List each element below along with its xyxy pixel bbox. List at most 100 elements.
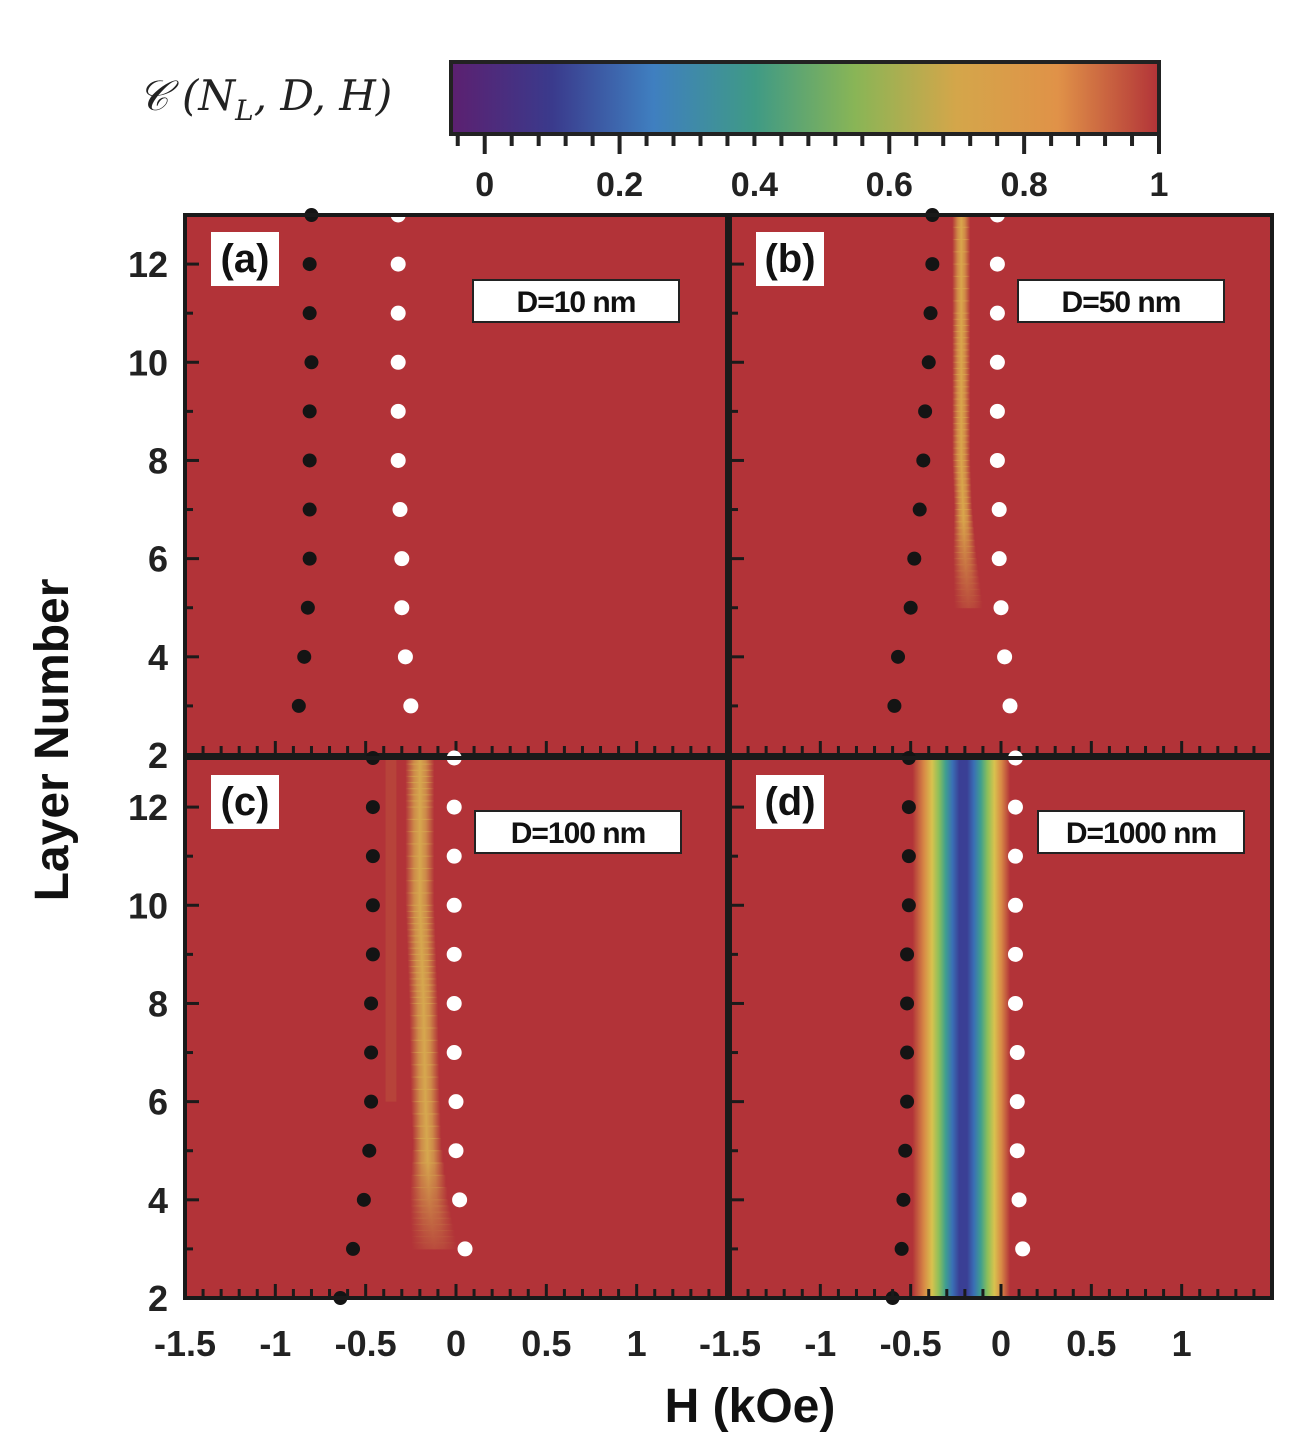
black-point bbox=[302, 404, 317, 419]
d-annotation-box bbox=[472, 279, 680, 323]
black-point bbox=[912, 502, 927, 517]
y-tick-label: 8 bbox=[148, 440, 168, 481]
white-point bbox=[446, 995, 462, 1011]
x-tick-label: -0.5 bbox=[880, 1323, 942, 1364]
d-annotation: D=100 nm bbox=[511, 817, 646, 850]
panel-c: (c) D=100 nm bbox=[183, 750, 729, 1305]
white-point bbox=[989, 403, 1005, 419]
x-tick-label: 1 bbox=[627, 1323, 647, 1364]
colorbar-tick-label: 0.2 bbox=[596, 166, 643, 204]
black-point bbox=[907, 551, 922, 566]
black-point bbox=[365, 898, 380, 913]
white-point bbox=[997, 649, 1013, 665]
white-point bbox=[989, 305, 1005, 321]
panel-label-box bbox=[756, 232, 824, 286]
white-point bbox=[446, 946, 462, 962]
x-tick-label: -1.5 bbox=[154, 1323, 216, 1364]
d-annotation: D=50 nm bbox=[1062, 286, 1181, 319]
black-point bbox=[894, 1241, 909, 1256]
panel-b: (b) D=50 nm bbox=[728, 207, 1274, 757]
white-point bbox=[397, 649, 413, 665]
heatmap-band bbox=[952, 215, 983, 609]
white-point bbox=[403, 698, 419, 714]
black-point bbox=[304, 355, 319, 370]
black-point bbox=[302, 257, 317, 272]
d-annotation-box bbox=[1017, 279, 1225, 323]
black-point bbox=[900, 947, 915, 962]
white-point bbox=[452, 1192, 468, 1208]
white-point bbox=[390, 452, 406, 468]
white-point bbox=[1015, 1241, 1031, 1257]
panel-a: (a) D=10 nm bbox=[183, 207, 729, 757]
x-tick-label: -1 bbox=[804, 1323, 836, 1364]
panel-label: (d) bbox=[764, 780, 815, 824]
x-tick-label: -0.5 bbox=[335, 1323, 397, 1364]
white-point bbox=[989, 354, 1005, 370]
white-point bbox=[446, 799, 462, 815]
colorbar-title: 𝒞 (NL, D, H) bbox=[138, 71, 392, 127]
black-point bbox=[365, 800, 380, 815]
panel-label: (b) bbox=[764, 237, 815, 281]
white-point bbox=[1007, 848, 1023, 864]
x-tick-label: -1.5 bbox=[699, 1323, 761, 1364]
white-point bbox=[457, 1241, 473, 1257]
black-point bbox=[302, 453, 317, 468]
black-point bbox=[916, 453, 931, 468]
y-tick-label: 12 bbox=[128, 787, 168, 828]
black-point bbox=[901, 800, 916, 815]
panel-label-box bbox=[756, 775, 824, 829]
y-tick-label: 10 bbox=[128, 885, 168, 926]
panel-label-box bbox=[211, 232, 279, 286]
black-point bbox=[356, 1192, 371, 1207]
y-tick-label: 2 bbox=[148, 735, 168, 776]
x-tick-label: -1 bbox=[259, 1323, 291, 1364]
black-point bbox=[923, 306, 938, 321]
black-point bbox=[362, 1143, 377, 1158]
white-point bbox=[1007, 995, 1023, 1011]
black-point bbox=[901, 849, 916, 864]
x-tick-label: 0 bbox=[991, 1323, 1011, 1364]
black-point bbox=[302, 551, 317, 566]
x-tick-label: 1 bbox=[1172, 1323, 1192, 1364]
black-point bbox=[921, 355, 936, 370]
black-point bbox=[291, 698, 306, 713]
white-point bbox=[446, 897, 462, 913]
colorbar-gradient bbox=[449, 60, 1161, 136]
heatmap-band bbox=[385, 758, 458, 1250]
colorbar-tick-labels: 0 0.2 0.4 0.6 0.8 1 bbox=[475, 166, 1168, 204]
d-annotation: D=1000 nm bbox=[1066, 817, 1216, 850]
x-axis-title: H (kOe) bbox=[665, 1380, 836, 1433]
white-point bbox=[1011, 1192, 1027, 1208]
white-point bbox=[392, 502, 408, 518]
black-point bbox=[891, 649, 906, 664]
black-point bbox=[364, 1094, 379, 1109]
panel-label: (c) bbox=[221, 780, 270, 824]
black-point bbox=[302, 306, 317, 321]
white-point bbox=[991, 551, 1007, 567]
y-tick-label: 2 bbox=[148, 1278, 168, 1319]
black-point bbox=[900, 996, 915, 1011]
black-point bbox=[896, 1192, 911, 1207]
white-point bbox=[993, 600, 1009, 616]
colorbar-tick-label: 1 bbox=[1150, 166, 1169, 204]
black-point bbox=[925, 257, 940, 272]
panel-d: (d) D=1000 nm bbox=[728, 750, 1274, 1305]
black-point bbox=[903, 600, 918, 615]
y-tick-label: 8 bbox=[148, 983, 168, 1024]
black-point bbox=[887, 698, 902, 713]
white-point bbox=[394, 551, 410, 567]
panel-label-box bbox=[211, 775, 279, 829]
y-tick-label: 6 bbox=[148, 539, 168, 580]
d-annotation: D=10 nm bbox=[517, 286, 636, 319]
colorbar-tick-label: 0.6 bbox=[866, 166, 913, 204]
white-point bbox=[390, 305, 406, 321]
white-point bbox=[1009, 1045, 1025, 1061]
white-point bbox=[1009, 1094, 1025, 1110]
white-point bbox=[1007, 799, 1023, 815]
y-tick-labels: 12 10 8 6 4 2 12 10 8 6 4 2 bbox=[128, 244, 168, 1319]
white-point bbox=[390, 256, 406, 272]
colorbar-ticks bbox=[455, 136, 1161, 154]
heatmap-band bbox=[912, 758, 1011, 1298]
colorbar: 𝒞 (NL, D, H) 0 0.2 0.4 0.6 0.8 1 bbox=[138, 60, 1168, 204]
